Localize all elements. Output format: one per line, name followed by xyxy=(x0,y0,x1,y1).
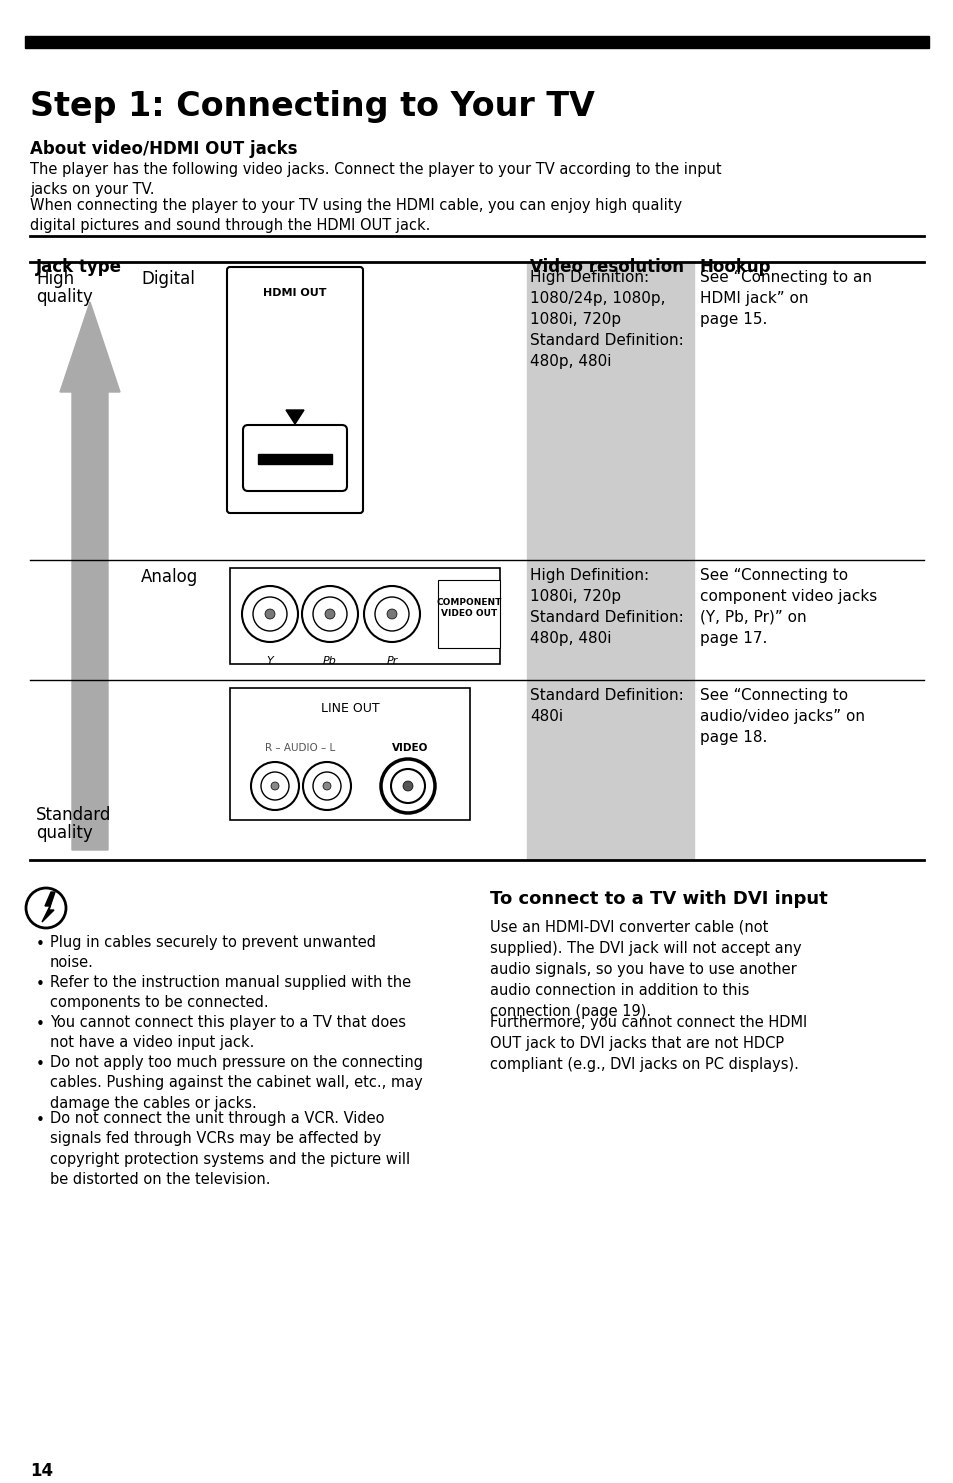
Text: Furthermore, you cannot connect the HDMI
OUT jack to DVI jacks that are not HDCP: Furthermore, you cannot connect the HDMI… xyxy=(490,1014,806,1072)
Text: Jack type: Jack type xyxy=(36,258,122,276)
Bar xyxy=(257,454,332,464)
Circle shape xyxy=(303,762,351,810)
Circle shape xyxy=(402,782,413,790)
Text: High Definition:
1080/24p, 1080p,
1080i, 720p
Standard Definition:
480p, 480i: High Definition: 1080/24p, 1080p, 1080i,… xyxy=(530,270,683,369)
Text: R – AUDIO – L: R – AUDIO – L xyxy=(265,743,335,753)
Text: High: High xyxy=(36,270,74,288)
Text: HDMI OUT: HDMI OUT xyxy=(263,288,327,298)
Text: About video/HDMI OUT jacks: About video/HDMI OUT jacks xyxy=(30,139,297,159)
Text: Digital: Digital xyxy=(141,270,194,288)
Text: See “Connecting to an
HDMI jack” on
page 15.: See “Connecting to an HDMI jack” on page… xyxy=(700,270,871,326)
Circle shape xyxy=(325,610,335,618)
Circle shape xyxy=(271,782,278,790)
Text: Pb: Pb xyxy=(323,655,336,666)
Bar xyxy=(230,688,470,820)
Circle shape xyxy=(242,586,297,642)
Text: High Definition:
1080i, 720p
Standard Definition:
480p, 480i: High Definition: 1080i, 720p Standard De… xyxy=(530,568,683,647)
Text: The player has the following video jacks. Connect the player to your TV accordin: The player has the following video jacks… xyxy=(30,162,720,197)
Text: quality: quality xyxy=(36,288,92,305)
Polygon shape xyxy=(286,409,304,424)
Text: When connecting the player to your TV using the HDMI cable, you can enjoy high q: When connecting the player to your TV us… xyxy=(30,199,681,233)
Polygon shape xyxy=(60,303,120,850)
Circle shape xyxy=(253,598,287,630)
Text: Standard Definition:
480i: Standard Definition: 480i xyxy=(530,688,683,724)
Text: Video resolution: Video resolution xyxy=(530,258,683,276)
Text: See “Connecting to
audio/video jacks” on
page 18.: See “Connecting to audio/video jacks” on… xyxy=(700,688,864,744)
Text: You cannot connect this player to a TV that does
not have a video input jack.: You cannot connect this player to a TV t… xyxy=(50,1014,406,1050)
Circle shape xyxy=(391,770,424,802)
Text: LINE OUT: LINE OUT xyxy=(320,701,379,715)
Text: Refer to the instruction manual supplied with the
components to be connected.: Refer to the instruction manual supplied… xyxy=(50,974,411,1010)
Text: Hookup: Hookup xyxy=(700,258,771,276)
Circle shape xyxy=(380,759,435,813)
Text: 14: 14 xyxy=(30,1462,53,1480)
Text: •: • xyxy=(36,1017,45,1032)
Circle shape xyxy=(302,586,357,642)
Text: Standard: Standard xyxy=(36,805,112,825)
Text: See “Connecting to
component video jacks
(Y, Pb, Pr)” on
page 17.: See “Connecting to component video jacks… xyxy=(700,568,877,647)
Text: Step 1: Connecting to Your TV: Step 1: Connecting to Your TV xyxy=(30,90,595,123)
Text: COMPONENT
VIDEO OUT: COMPONENT VIDEO OUT xyxy=(436,598,501,618)
Text: quality: quality xyxy=(36,825,92,842)
Text: To connect to a TV with DVI input: To connect to a TV with DVI input xyxy=(490,890,827,908)
Circle shape xyxy=(313,773,340,799)
Bar xyxy=(25,36,928,47)
Text: VIDEO: VIDEO xyxy=(392,743,428,753)
FancyBboxPatch shape xyxy=(227,267,363,513)
Bar xyxy=(230,568,499,664)
Text: Plug in cables securely to prevent unwanted
noise.: Plug in cables securely to prevent unwan… xyxy=(50,934,375,970)
Circle shape xyxy=(375,598,409,630)
Circle shape xyxy=(387,610,396,618)
Circle shape xyxy=(313,598,347,630)
Circle shape xyxy=(265,610,274,618)
Text: Y: Y xyxy=(266,655,274,666)
Circle shape xyxy=(251,762,298,810)
Text: Do not connect the unit through a VCR. Video
signals fed through VCRs may be aff: Do not connect the unit through a VCR. V… xyxy=(50,1111,410,1188)
Text: Analog: Analog xyxy=(141,568,198,586)
Polygon shape xyxy=(42,891,55,922)
Text: Do not apply too much pressure on the connecting
cables. Pushing against the cab: Do not apply too much pressure on the co… xyxy=(50,1054,422,1111)
FancyBboxPatch shape xyxy=(243,426,347,491)
Circle shape xyxy=(261,773,289,799)
Text: Pr: Pr xyxy=(386,655,397,666)
Text: •: • xyxy=(36,977,45,992)
Text: Use an HDMI-DVI converter cable (not
supplied). The DVI jack will not accept any: Use an HDMI-DVI converter cable (not sup… xyxy=(490,919,801,1019)
Bar xyxy=(437,580,499,648)
Text: •: • xyxy=(36,1057,45,1072)
Circle shape xyxy=(323,782,331,790)
Circle shape xyxy=(364,586,419,642)
Text: •: • xyxy=(36,1114,45,1129)
Text: •: • xyxy=(36,937,45,952)
Bar xyxy=(526,262,693,860)
